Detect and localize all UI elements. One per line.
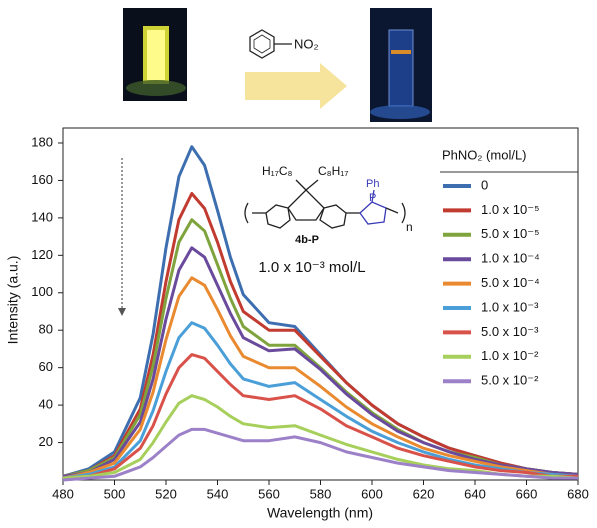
legend-title: PhNO₂ (mol/L)	[442, 147, 527, 162]
x-tick-label: 660	[516, 486, 538, 501]
legend-label: 1.0 x 10⁻⁵	[481, 202, 540, 217]
compound-label: 4b-P	[295, 234, 319, 246]
series-line	[62, 276, 579, 480]
reagent-structure	[249, 29, 292, 59]
y-tick-label: 80	[39, 322, 53, 337]
y-tick-label: 120	[31, 247, 53, 262]
trend-arrow-head	[118, 308, 126, 316]
legend-label: 1.0 x 10⁻²	[481, 348, 539, 363]
photo-after	[370, 8, 432, 122]
y-tick-label: 100	[31, 284, 53, 299]
series-line	[62, 246, 579, 478]
x-tick-label: 500	[104, 486, 126, 501]
series-line	[62, 427, 578, 482]
legend-label: 0	[481, 177, 488, 192]
series-line	[62, 218, 579, 478]
x-tick-label: 480	[52, 486, 74, 501]
reaction-arrow	[245, 63, 347, 109]
x-tick-label: 600	[361, 486, 383, 501]
polymer-structure	[244, 179, 406, 229]
legend-label: 1.0 x 10⁻⁴	[481, 251, 540, 266]
phenyl-label: Ph	[366, 178, 379, 190]
legend-label: 1.0 x 10⁻³	[481, 299, 539, 314]
reagent-label: NO₂	[294, 36, 319, 51]
x-tick-label: 540	[207, 486, 229, 501]
series-line	[62, 192, 579, 478]
x-tick-label: 680	[567, 486, 589, 501]
annotation: 1.0 x 10⁻³ mol/L	[258, 259, 365, 276]
legend-label: 5.0 x 10⁻⁵	[481, 226, 540, 241]
y-axis-label: Intensity (a.u.)	[5, 256, 21, 345]
photo-before	[123, 8, 187, 101]
phosphorus-label: P	[369, 192, 376, 204]
chain-label: C₈H₁₇	[318, 164, 348, 178]
x-tick-label: 640	[464, 486, 486, 501]
legend-label: 5.0 x 10⁻²	[481, 373, 539, 388]
y-tick-label: 140	[31, 209, 53, 224]
x-tick-label: 560	[258, 486, 280, 501]
y-tick-label: 20	[39, 434, 53, 449]
series-line	[62, 321, 579, 480]
series-line	[62, 394, 579, 480]
y-tick-label: 160	[31, 172, 53, 187]
x-tick-label: 520	[155, 486, 177, 501]
repeat-label: n	[406, 220, 413, 234]
y-tick-label: 180	[31, 134, 53, 149]
x-tick-label: 620	[413, 486, 435, 501]
chain-label: H₁₇C₈	[262, 164, 293, 178]
x-axis-label: Wavelength (nm)	[267, 505, 373, 521]
y-tick-label: 40	[39, 397, 53, 412]
y-tick-label: 60	[39, 359, 53, 374]
legend-label: 5.0 x 10⁻⁴	[481, 275, 540, 290]
x-tick-label: 580	[310, 486, 332, 501]
legend-label: 5.0 x 10⁻³	[481, 324, 539, 339]
series-line	[62, 353, 578, 480]
